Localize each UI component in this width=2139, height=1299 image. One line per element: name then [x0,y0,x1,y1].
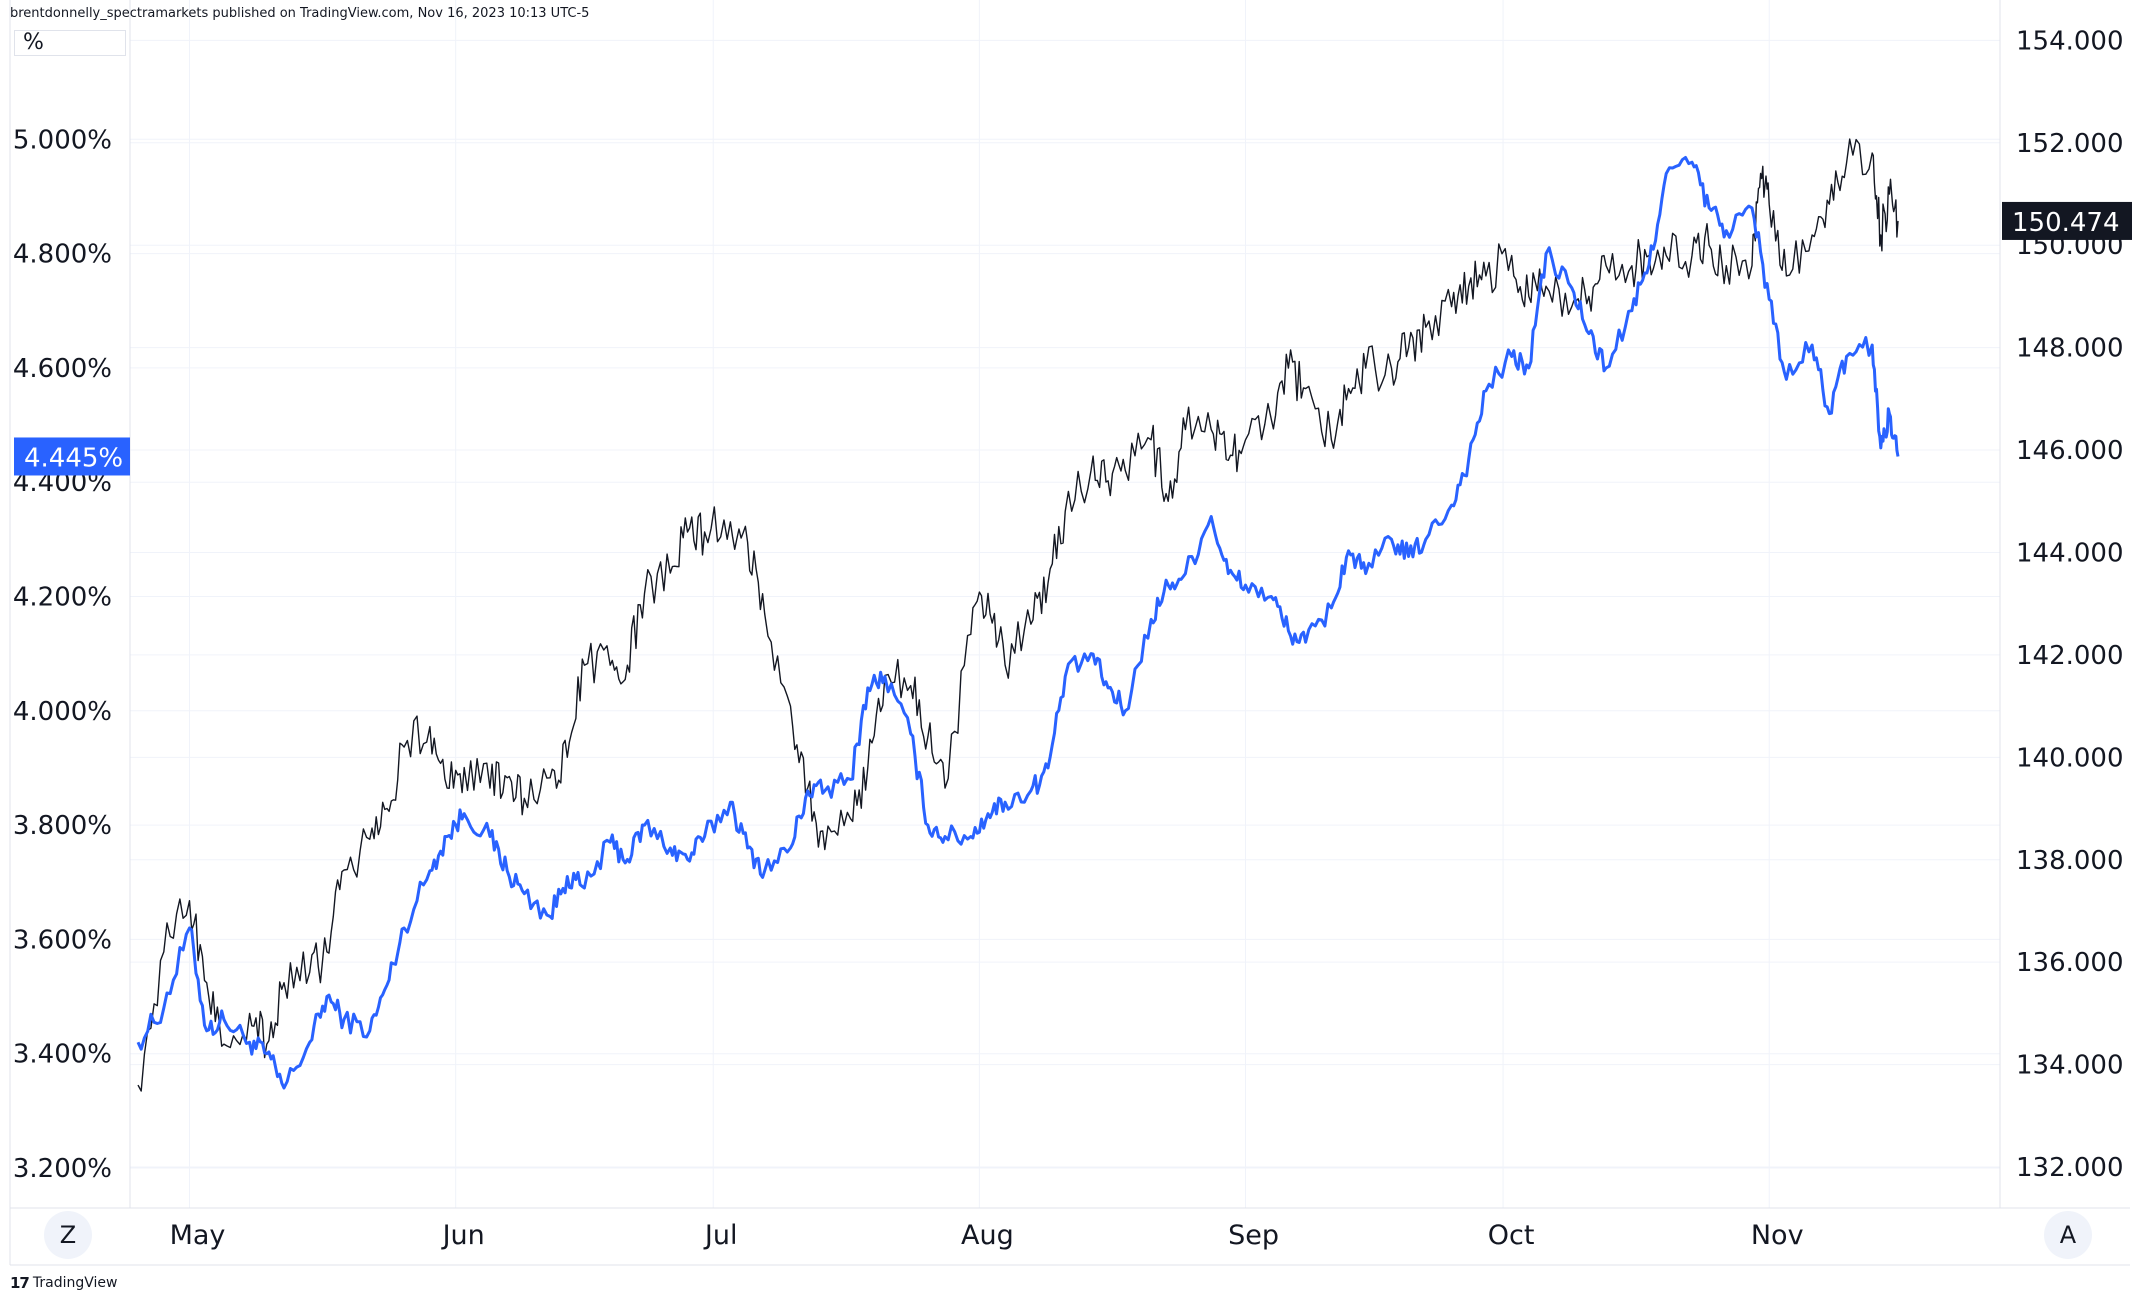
right-axis-tick-label: 152.000 [2016,129,2124,159]
left-axis-tick-label: 3.600% [13,925,112,955]
left-axis-tick-label: 3.200% [13,1154,112,1184]
left-axis-tick-label: 5.000% [13,125,112,155]
right-axis-tick-label: 138.000 [2016,846,2124,876]
left-axis-tick-label: 4.000% [13,697,112,727]
right-current-value-badge [2002,201,2132,240]
right-axis-tick-label: 142.000 [2016,641,2124,671]
x-axis-tick-label: Sep [1228,1220,1279,1251]
zoom-button[interactable]: Z [44,1211,92,1259]
left-axis-tick-label: 4.600% [13,354,112,384]
tradingview-logo-icon: 𝟭𝟳 [10,1274,30,1292]
x-axis-tick-label: Aug [961,1220,1014,1251]
right-axis-tick-label: 132.000 [2016,1153,2124,1183]
series-layer [136,138,1900,1092]
x-axis-tick-label: Jun [441,1220,485,1251]
right-axis-tick-label: 148.000 [2016,334,2124,364]
left-axis-tick-label: 3.400% [13,1040,112,1070]
right-axis-tick-label: 144.000 [2016,538,2124,568]
right-axis-tick-label: 154.000 [2016,26,2124,56]
left-axis-tick-label: 4.800% [13,240,112,270]
x-axis-tick-label: Nov [1751,1220,1804,1251]
yield-series-line [136,156,1900,1090]
published-text: brentdonnelly_spectramarkets published o… [10,6,590,21]
left-axis-tick-label: 3.800% [13,811,112,841]
left-current-value-badge [14,437,130,476]
left-current-value-label: 4.445% [24,443,123,473]
left-axis-unit-label: % [14,30,126,56]
right-axis-tick-label: 140.000 [2016,743,2124,773]
right-axis-tick-label: 146.000 [2016,436,2124,466]
right-axis-tick-label: 134.000 [2016,1051,2124,1081]
right-current-value-label: 150.474 [2012,208,2120,238]
left-axis-tick-label: 4.200% [13,582,112,612]
footer: 𝟭𝟳 TradingView [10,1274,117,1292]
right-axis-tick-label: 136.000 [2016,948,2124,978]
axes: 5.000%4.800%4.600%4.400%4.200%4.000%3.80… [9,0,2132,1266]
footer-brand: TradingView [32,1275,118,1291]
x-axis-tick-label: May [170,1220,226,1251]
x-axis-tick-label: Jul [703,1220,738,1251]
auto-scale-button[interactable]: A [2044,1211,2092,1259]
x-axis-tick-label: Oct [1488,1220,1535,1251]
